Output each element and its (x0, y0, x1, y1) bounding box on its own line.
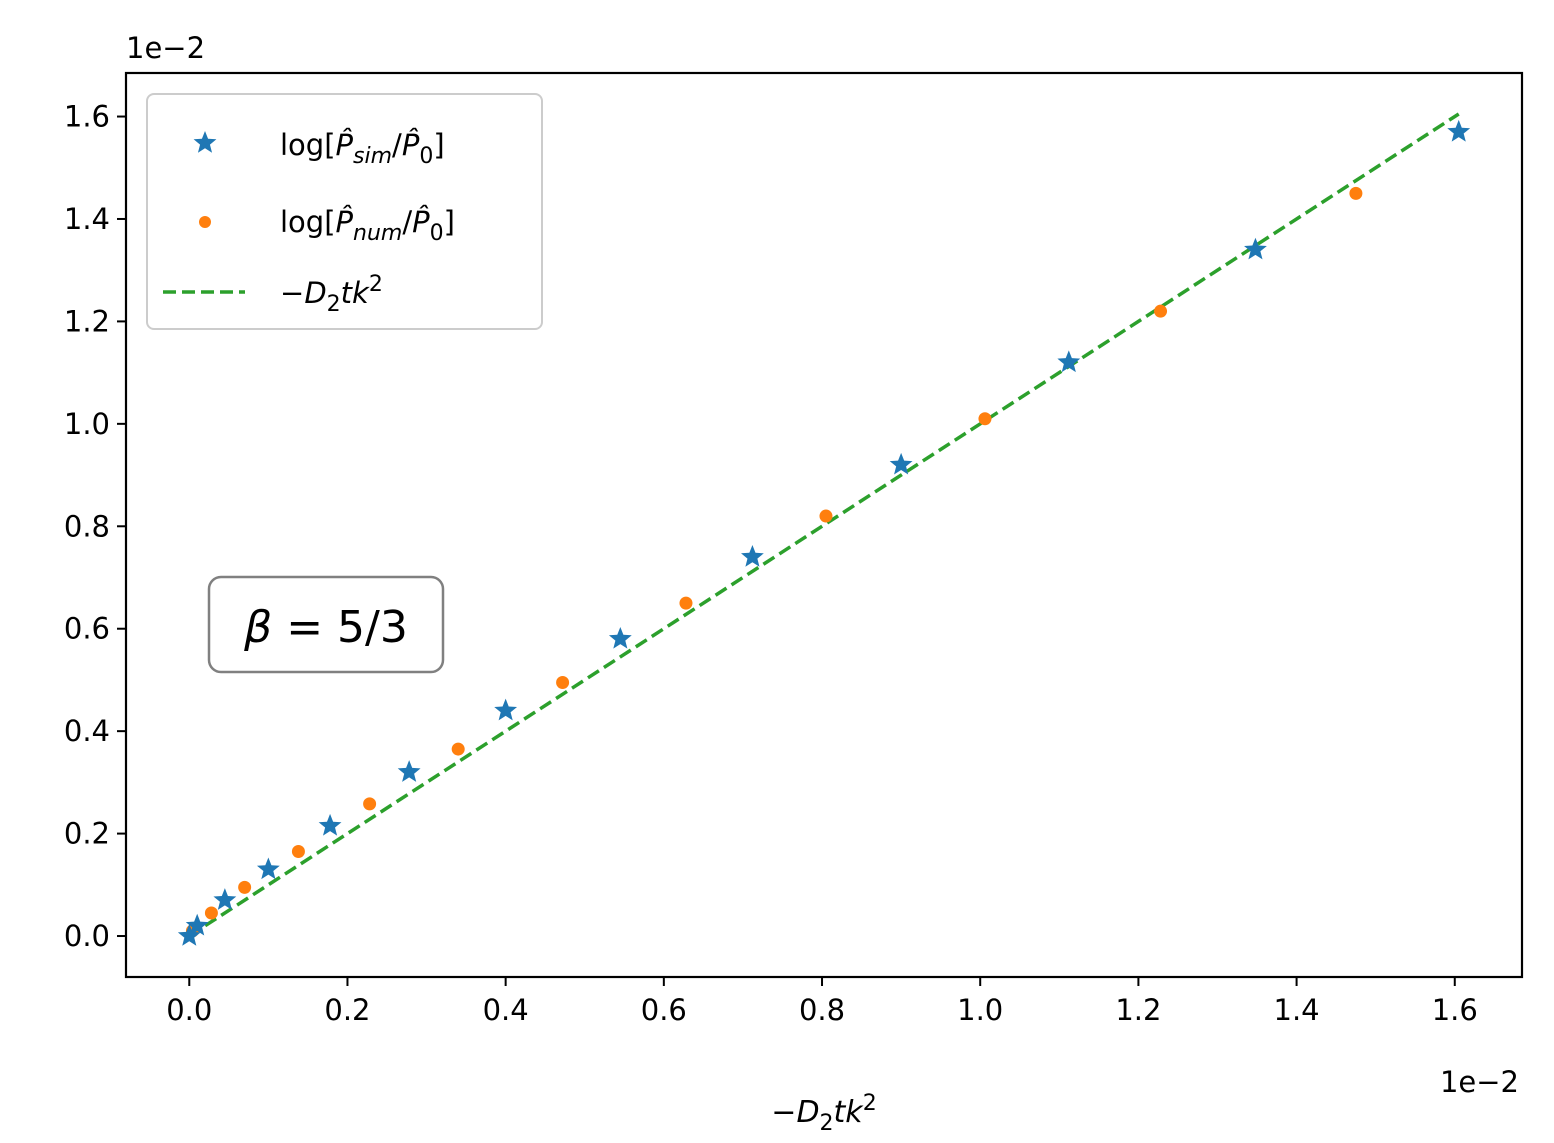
x-tick-label: 0.2 (324, 993, 370, 1027)
x-tick-label: 0.8 (799, 993, 845, 1027)
sim-point (185, 913, 209, 936)
y-tick-label: 1.0 (64, 407, 110, 441)
y-tick-label: 1.4 (64, 202, 110, 236)
y-offset-label: 1e−2 (126, 31, 205, 65)
x-offset-label: 1e−2 (1440, 1065, 1519, 1099)
num-point (204, 906, 218, 920)
sim-points-layer (177, 119, 1471, 946)
x-axis-ticks: 0.0 0.2 0.4 0.6 0.8 1.0 1.2 1.4 1.6 (166, 977, 1478, 1027)
y-tick-label: 1.2 (64, 304, 110, 338)
x-label-dsub: 2 (820, 1111, 834, 1136)
y-tick-label: 0.6 (64, 612, 110, 646)
x-tick-label: 0.0 (166, 993, 212, 1027)
legend: log[P̂sim/P̂0] log[P̂num/P̂0] −D2tk2 (146, 93, 543, 330)
legend-label-num: log[P̂num/P̂0] (280, 205, 455, 246)
sim-point (608, 626, 632, 649)
legend-star-marker (193, 131, 217, 153)
x-tick-label: 1.2 (1115, 993, 1161, 1027)
sim-point (318, 813, 342, 836)
x-label-tk: tk (834, 1095, 865, 1130)
y-tick-label: 0.4 (64, 714, 110, 748)
num-point (291, 845, 305, 859)
sim-point (1447, 119, 1471, 142)
sim-point (741, 545, 764, 567)
legend-label-line: −D2tk2 (280, 272, 383, 317)
num-point (978, 412, 992, 426)
annotation-box (207, 575, 445, 674)
sim-point (494, 698, 518, 721)
fit-line (188, 112, 1460, 938)
num-point (451, 742, 465, 756)
sim-point (397, 760, 421, 782)
sim-point (177, 924, 201, 946)
annotation-text: β = 5/3 (243, 602, 408, 653)
y-tick-label: 0.0 (64, 919, 110, 953)
x-tick-label: 0.4 (483, 993, 529, 1027)
num-point (1349, 186, 1363, 200)
fit-line-layer (188, 112, 1460, 938)
sim-point (1244, 237, 1267, 260)
x-label-minus: − (771, 1095, 796, 1130)
y-tick-label: 1.6 (64, 100, 110, 134)
num-point (1154, 304, 1168, 318)
num-point (556, 675, 570, 689)
annotation: β = 5/3 (207, 575, 445, 674)
num-point (819, 509, 833, 523)
x-axis-label: −D2tk2 (771, 1091, 876, 1136)
y-tick-label: 0.2 (64, 817, 110, 851)
sim-point (889, 452, 913, 475)
legend-label-sim: log[P̂sim/P̂0] (280, 128, 445, 169)
x-label-d: D (796, 1095, 819, 1130)
num-point (363, 797, 377, 811)
y-axis-ticks: 0.0 0.2 0.4 0.6 0.8 1.0 1.2 1.4 1.6 (64, 100, 126, 953)
legend-box (146, 93, 543, 330)
sim-point (1057, 350, 1081, 373)
x-tick-label: 1.6 (1432, 993, 1478, 1027)
sim-point (213, 888, 237, 910)
num-point (679, 596, 693, 610)
x-label-sup: 2 (863, 1091, 877, 1116)
legend-dot-marker (199, 216, 211, 228)
x-tick-label: 1.4 (1274, 993, 1320, 1027)
sim-point (256, 857, 280, 880)
num-point (238, 880, 252, 894)
x-tick-label: 0.6 (641, 993, 687, 1027)
y-tick-label: 0.8 (64, 509, 110, 543)
x-tick-label: 1.0 (957, 993, 1003, 1027)
